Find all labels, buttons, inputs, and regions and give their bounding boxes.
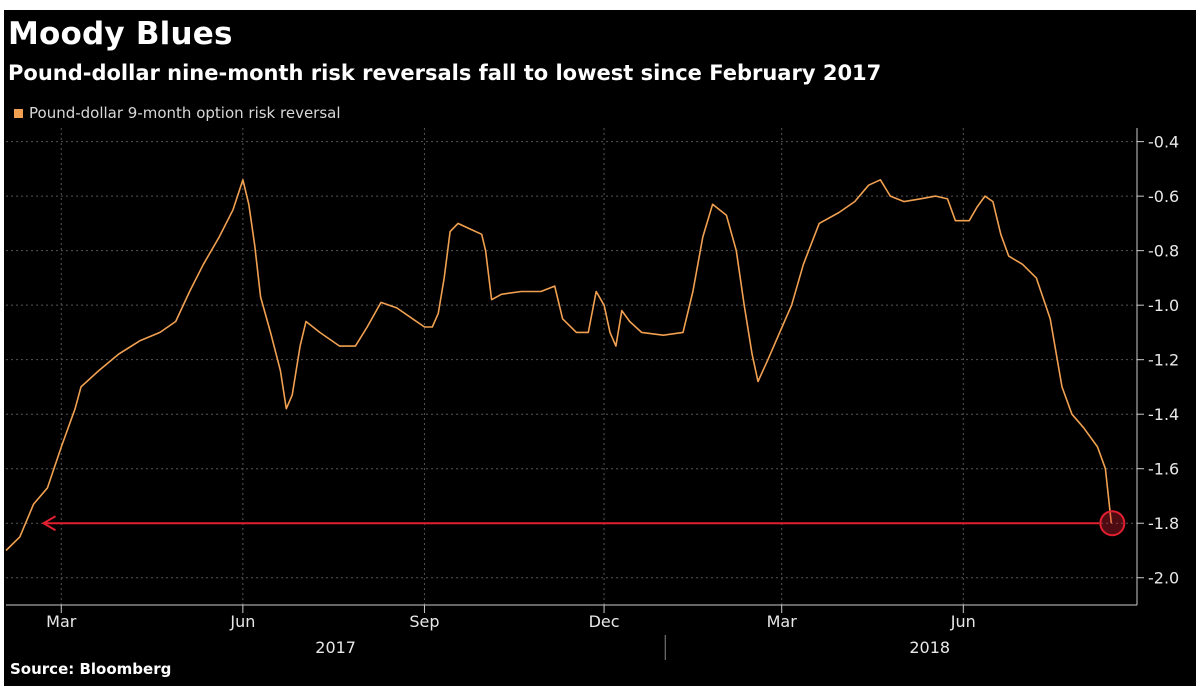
x-tick-label: Dec [589,612,620,631]
legend-label: Pound-dollar 9-month option risk reversa… [29,104,341,122]
y-tick-label: -1.2 [1148,351,1179,370]
y-tick-label: -2.0 [1148,569,1179,588]
y-tick-label: -1.8 [1148,514,1179,533]
source-note: Source: Bloomberg [10,660,172,678]
x-tick-label: Mar [767,612,798,631]
y-tick-label: -1.4 [1148,405,1179,424]
y-tick-label: -1.0 [1148,296,1179,315]
legend: Pound-dollar 9-month option risk reversa… [14,104,341,122]
series-line [5,179,1113,552]
annotation-arrow-head [41,515,57,532]
y-tick-label: -0.6 [1148,187,1179,206]
y-tick-label: -1.6 [1148,460,1179,479]
x-tick-label: Sep [409,612,439,631]
legend-swatch [14,108,23,118]
y-tick-label: -0.8 [1148,242,1179,261]
annotation-circle [1099,510,1126,537]
y-tick-label: -0.4 [1148,133,1179,152]
chart-subtitle: Pound-dollar nine-month risk reversals f… [8,61,882,85]
year-label: 2017 [315,638,356,657]
x-tick-label: Jun [950,612,976,631]
year-label: 2018 [909,638,950,657]
x-tick-label: Jun [229,612,255,631]
chart-title: Moody Blues [8,16,233,52]
chart-frame [4,10,1196,686]
x-tick-label: Mar [46,612,77,631]
